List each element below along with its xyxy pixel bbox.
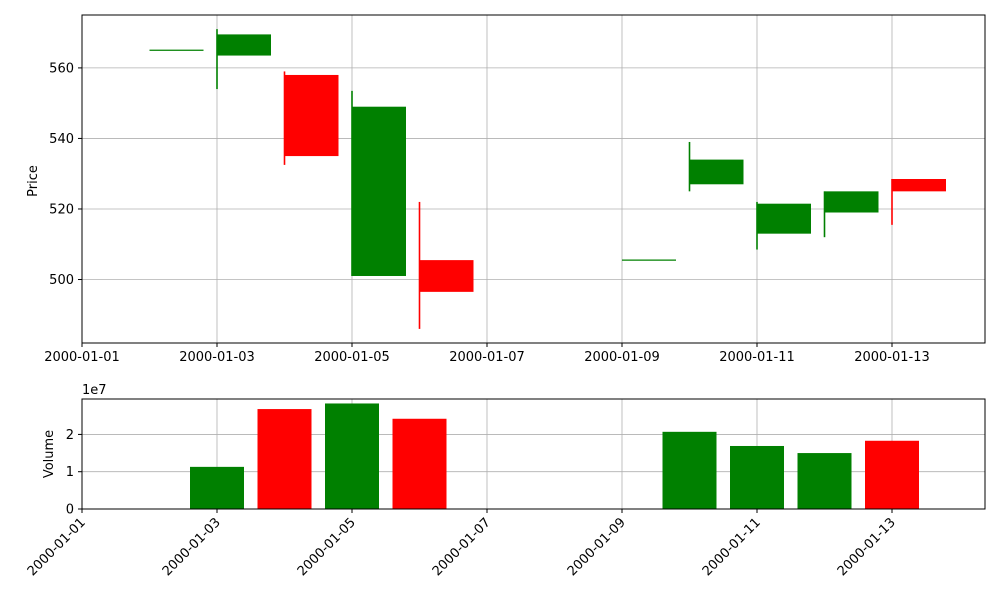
- price-y-tick-label: 560: [49, 61, 74, 76]
- volume-bar: [662, 431, 717, 509]
- volume-y-axis-label: Volume: [42, 430, 57, 478]
- candle: [756, 201, 811, 250]
- price-y-tick-label: 540: [49, 132, 74, 147]
- price-x-tick-label: 2000-01-01: [44, 350, 120, 365]
- volume-axes-frame: [81, 398, 986, 510]
- candle: [688, 141, 744, 192]
- candle: [351, 90, 406, 276]
- candle-body: [757, 203, 811, 234]
- price-x-tick-label: 2000-01-03: [179, 350, 255, 365]
- candle-body: [892, 179, 946, 192]
- candle: [823, 191, 879, 238]
- volume-offset-text: 1e7: [82, 383, 107, 398]
- price-y-axis-label: Price: [26, 165, 41, 197]
- price-axes-frame: [81, 14, 986, 344]
- volume-bars: [190, 403, 919, 509]
- candle-body: [689, 159, 744, 185]
- candle: [216, 29, 271, 90]
- candle: [891, 179, 946, 225]
- price-y-tick-label: 500: [49, 273, 74, 288]
- price-x-ticks: 2000-01-01 2000-01-03 2000-01-05 2000-01-07…: [44, 343, 930, 365]
- volume-bar: [325, 403, 379, 509]
- volume-bar: [865, 440, 919, 509]
- candle-body: [284, 74, 339, 157]
- price-x-tick-label: 2000-01-05: [314, 350, 390, 365]
- volume-bar: [392, 418, 447, 509]
- price-y-tick-label: 520: [49, 202, 74, 217]
- candle-body: [217, 34, 271, 56]
- volume-y-tick-label: 2: [66, 428, 74, 443]
- price-x-tick-label: 2000-01-11: [719, 350, 795, 365]
- candle-body: [824, 191, 879, 213]
- volume-y-ticks: 0 1 2: [66, 428, 82, 518]
- candle: [418, 201, 474, 329]
- price-y-ticks: 500 520 540 560: [49, 61, 82, 288]
- volume-y-tick-label: 1: [66, 465, 74, 480]
- volume-bar: [190, 466, 244, 509]
- price-x-tick-label: 2000-01-13: [854, 350, 930, 365]
- candle-body: [419, 260, 474, 292]
- volume-bar: [257, 409, 312, 509]
- volume-bar: [797, 453, 852, 509]
- price-candles: [149, 29, 946, 329]
- price-x-tick-label: 2000-01-07: [449, 350, 525, 365]
- price-x-tick-label: 2000-01-09: [584, 350, 660, 365]
- candle: [283, 71, 339, 165]
- volume-y-tick-label: 0: [66, 503, 74, 518]
- candle-body: [352, 106, 406, 276]
- volume-bar: [730, 445, 784, 509]
